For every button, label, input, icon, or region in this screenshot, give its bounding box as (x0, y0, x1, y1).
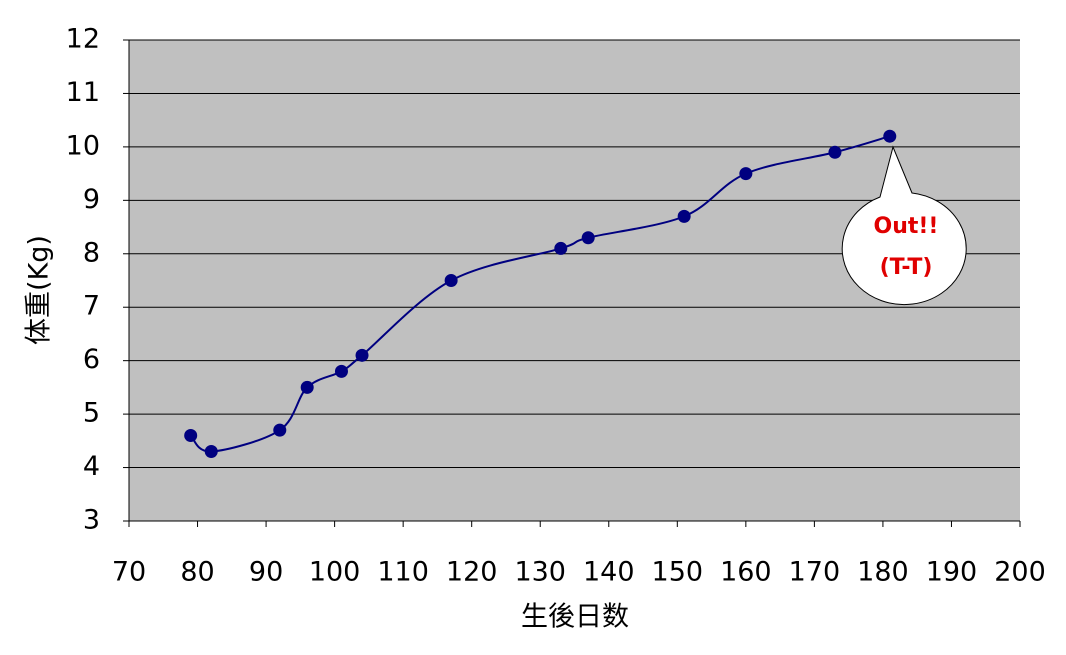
annotation: Out!! (874, 214, 939, 239)
x-tick-label: 100 (309, 557, 361, 588)
callout: Out!! (T-T) (841, 145, 967, 306)
point (883, 129, 897, 143)
y-tick-label: 10 (66, 130, 100, 161)
y-tick-label: 8 (83, 237, 100, 268)
callout-bubble (841, 145, 967, 306)
x-tick-label: 180 (857, 557, 909, 588)
x-tick-label: 160 (720, 557, 772, 588)
point (204, 445, 218, 459)
point (300, 380, 314, 394)
x-tick-label: 170 (789, 557, 841, 588)
y-tick-label: 11 (66, 77, 100, 108)
x-tick-label: 80 (180, 557, 214, 588)
point (334, 364, 348, 378)
point (677, 209, 691, 223)
y-tick-label: 4 (83, 451, 100, 482)
x-tick-label: 120 (446, 557, 498, 588)
x-tick-label: 130 (514, 557, 566, 588)
y-tick-label: 6 (83, 344, 100, 375)
x-tick-label: 190 (926, 557, 978, 588)
y-tick-label: 3 (83, 505, 100, 536)
point (581, 231, 595, 245)
point (444, 274, 458, 287)
x-tick-label: 70 (112, 557, 146, 588)
x-tick-label: 150 (652, 557, 704, 588)
point (184, 428, 198, 442)
x-tick-label: 90 (249, 557, 283, 588)
point (828, 145, 842, 159)
x-tick-label: 140 (583, 557, 635, 588)
y-axis-label: 体重(Kg) (24, 235, 55, 345)
point (355, 348, 369, 362)
x-tick-label: 110 (377, 557, 429, 588)
y-tick-label: 7 (83, 291, 100, 322)
point (554, 241, 568, 255)
y-tick-label: 5 (83, 398, 100, 429)
x-axis-label: 生後日数 (521, 602, 629, 633)
annotation: (T-T) (880, 255, 933, 280)
y-tick-label: 12 (66, 24, 100, 55)
point (273, 423, 287, 437)
point (739, 167, 753, 181)
x-tick-label: 200 (994, 557, 1046, 588)
y-tick-label: 9 (83, 184, 100, 215)
